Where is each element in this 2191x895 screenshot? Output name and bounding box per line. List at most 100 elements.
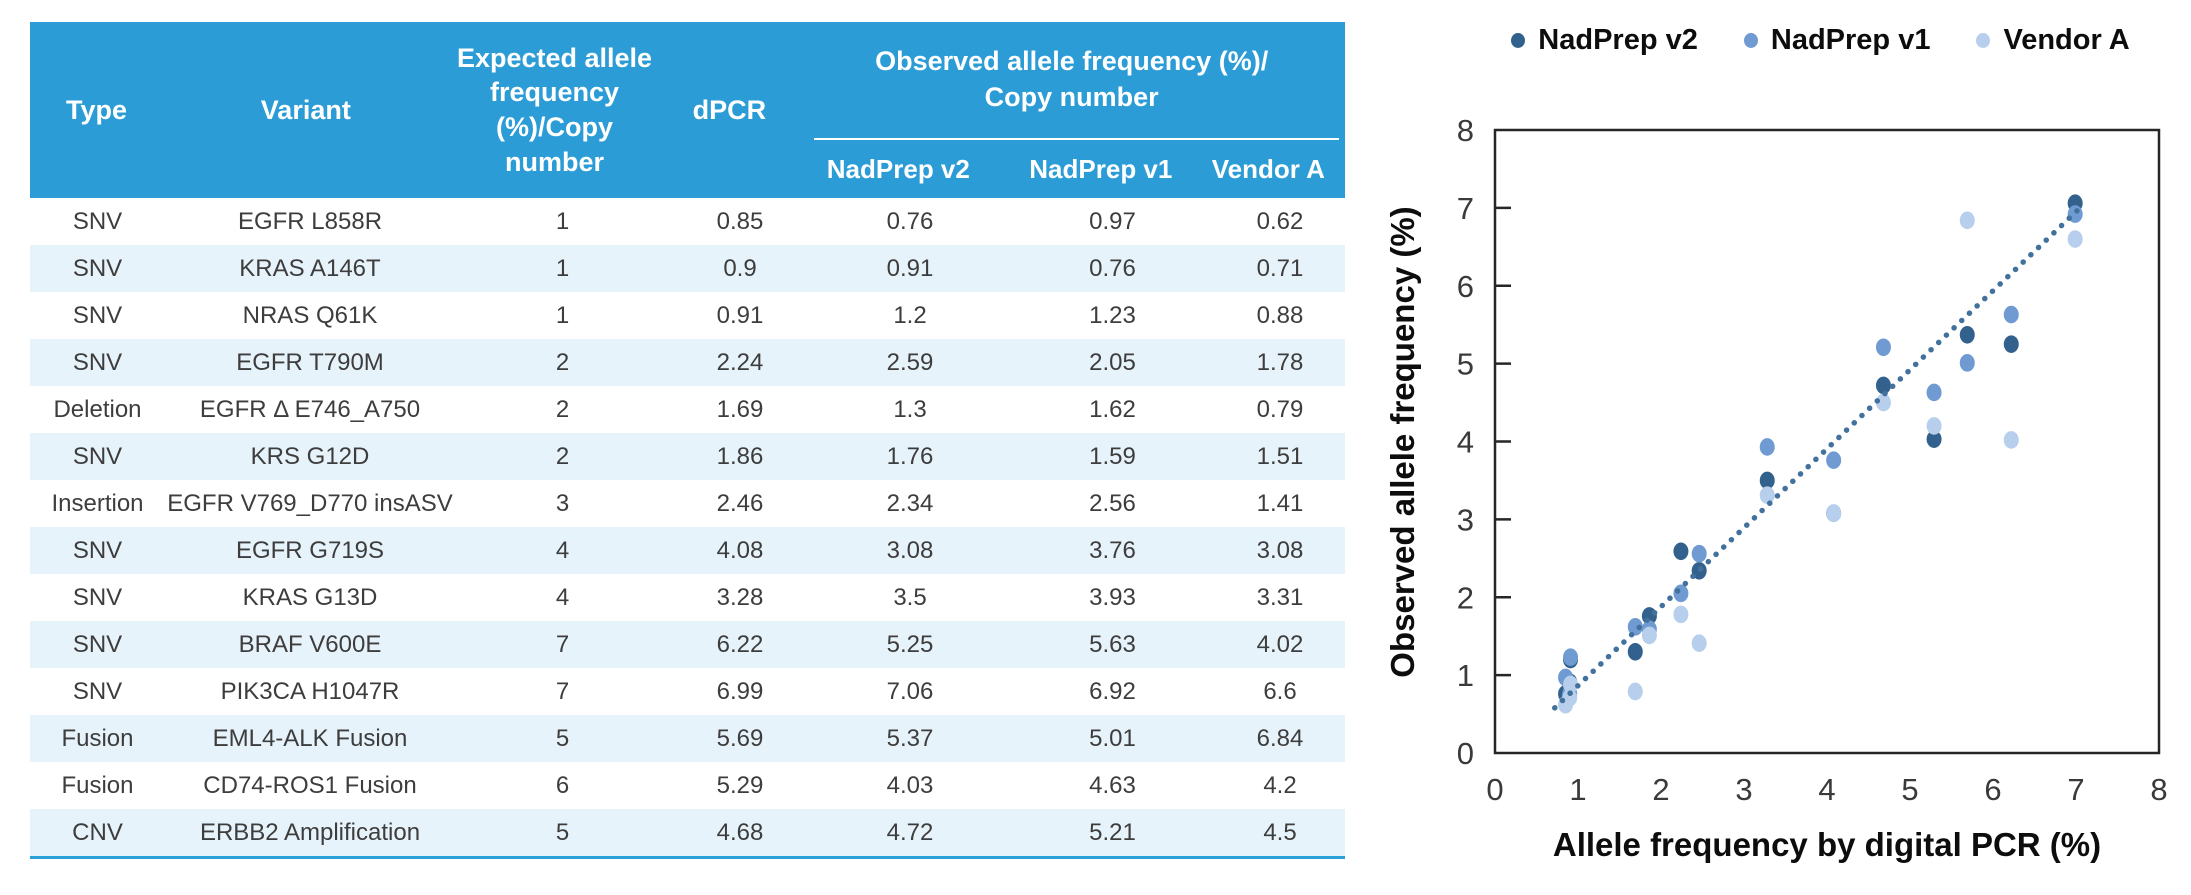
cell-dpcr: 3.28 <box>716 583 764 611</box>
header-nadprep-v1: NadPrep v1 <box>1029 153 1173 184</box>
table-row: SNV NRAS Q61K 1 0.91 1.2 1.23 0.88 <box>30 292 1345 339</box>
cell-nadprep_v2: 2.34 <box>886 489 934 517</box>
observed-group-divider <box>814 138 1340 140</box>
table-row: SNV KRAS G13D 4 3.28 3.5 3.93 3.31 <box>30 574 1345 621</box>
cell-variant: BRAF V600E <box>238 630 382 658</box>
table-body: SNV EGFR L858R 1 0.85 0.76 0.97 0.62 SNV KRAS A1… <box>30 198 1345 859</box>
cell-expected: 7 <box>555 677 570 705</box>
cell-variant: KRAS G13D <box>242 583 378 611</box>
cell-nadprep_v1: 5.01 <box>1089 724 1136 752</box>
table-header: Type Variant Expected allele frequency (… <box>30 22 1345 198</box>
cell-expected: 5 <box>555 818 570 846</box>
scatter-point-nadprep-v1 <box>2003 305 2019 324</box>
legend-item-nadprep-v2: NadPrep v2 <box>1511 24 1698 57</box>
cell-nadprep_v1: 4.63 <box>1089 771 1136 799</box>
header-nadprep-v2: NadPrep v2 <box>826 153 970 184</box>
cell-nadprep_v2: 4.72 <box>886 818 934 846</box>
cell-type: CNV <box>72 818 123 846</box>
cell-dpcr: 1.69 <box>716 395 764 423</box>
cell-dpcr: 0.9 <box>723 254 757 282</box>
scatter-point-vendor-a <box>1627 682 1643 701</box>
table-row: SNV KRS G12D 2 1.86 1.76 1.59 1.51 <box>30 433 1345 480</box>
cell-nadprep_v1: 3.93 <box>1089 583 1136 611</box>
cell-type: SNV <box>72 301 123 329</box>
cell-dpcr: 2.46 <box>716 489 764 517</box>
plot-border <box>1493 128 2161 755</box>
cell-nadprep_v1: 0.76 <box>1089 254 1136 282</box>
scatter-point-nadprep-v2 <box>1673 542 1689 561</box>
y-tick-label: 2 <box>1457 580 1474 615</box>
y-tick-label: 5 <box>1457 347 1474 382</box>
cell-vendor_a: 4.5 <box>1263 818 1297 846</box>
scatter-point-nadprep-v1 <box>1959 354 1975 372</box>
cell-dpcr: 6.99 <box>716 677 764 705</box>
cell-variant: CD74-ROS1 Fusion <box>203 771 417 799</box>
scatter-point-nadprep-v2 <box>1959 326 1975 344</box>
cell-variant: EGFR L858R <box>237 207 383 235</box>
table-row: SNV EGFR G719S 4 4.08 3.08 3.76 3.08 <box>30 527 1345 574</box>
table-row: CNV ERBB2 Amplification 5 4.68 4.72 5.21 4.5 <box>30 809 1345 856</box>
scatter-point-nadprep-v2 <box>1627 642 1643 661</box>
cell-dpcr: 5.29 <box>716 771 764 799</box>
y-tick-label: 6 <box>1457 269 1474 304</box>
cell-variant: EML4-ALK Fusion <box>212 724 408 752</box>
cell-dpcr: 0.91 <box>716 301 764 329</box>
scatter-point-vendor-a <box>1759 486 1775 505</box>
cell-expected: 4 <box>555 536 570 564</box>
cell-nadprep_v2: 7.06 <box>886 677 934 705</box>
scatter-point-vendor-a <box>1641 626 1657 645</box>
cell-expected: 4 <box>555 583 570 611</box>
header-observed-line2: Copy number <box>984 82 1159 112</box>
table-row: Deletion EGFR Δ E746_A750 2 1.69 1.3 1.62 0.79 <box>30 386 1345 433</box>
table-row: SNV KRAS A146T 1 0.9 0.91 0.76 0.71 <box>30 245 1345 292</box>
cell-variant: EGFR G719S <box>235 536 385 564</box>
x-tick-label: 1 <box>1569 772 1586 807</box>
cell-type: Insertion <box>51 489 144 517</box>
cell-nadprep_v2: 5.37 <box>886 724 934 752</box>
cell-variant: EGFR V769_D770 insASV <box>167 489 453 517</box>
scatter-point-vendor-a <box>1826 504 1842 522</box>
cell-vendor_a: 1.51 <box>1256 442 1304 470</box>
x-tick-label: 3 <box>1735 772 1752 807</box>
cell-type: SNV <box>72 254 123 282</box>
cell-nadprep_v2: 5.25 <box>886 630 934 658</box>
cell-dpcr: 4.68 <box>716 818 764 846</box>
cell-vendor_a: 6.84 <box>1256 724 1304 752</box>
cell-dpcr: 0.85 <box>716 207 764 235</box>
cell-nadprep_v1: 6.92 <box>1089 677 1136 705</box>
cell-type: SNV <box>72 348 123 376</box>
scatter-point-nadprep-v2 <box>1875 376 1891 395</box>
scatter-point-nadprep-v1 <box>1759 438 1775 456</box>
cell-nadprep_v1: 1.62 <box>1089 395 1136 423</box>
cell-expected: 7 <box>555 630 570 658</box>
scatter-point-vendor-a <box>1673 605 1689 624</box>
scatter-point-vendor-a <box>1563 675 1579 694</box>
legend-item-vendor-a: Vendor A <box>1976 24 2130 57</box>
cell-type: SNV <box>72 207 123 235</box>
header-observed-title: Observed allele frequency (%)/ Copy numb… <box>798 22 1345 136</box>
cell-variant: ERBB2 Amplification <box>199 818 421 846</box>
cell-vendor_a: 0.71 <box>1256 254 1304 282</box>
trendline <box>1552 207 2081 711</box>
cell-nadprep_v1: 3.76 <box>1089 536 1136 564</box>
cell-vendor_a: 6.6 <box>1263 677 1297 705</box>
scatter-point-nadprep-v2 <box>1926 430 1942 448</box>
cell-dpcr: 6.22 <box>716 630 764 658</box>
cell-expected: 1 <box>555 254 570 282</box>
scatter-point-vendor-a <box>1959 211 1975 230</box>
legend-dot-nadprep-v1-icon <box>1743 33 1758 48</box>
cell-vendor_a: 4.02 <box>1256 630 1304 658</box>
cell-nadprep_v2: 1.76 <box>886 442 934 470</box>
cell-expected: 2 <box>555 395 570 423</box>
chart-legend: NadPrep v2 NadPrep v1 Vendor A <box>1450 24 2191 57</box>
cell-nadprep_v1: 0.97 <box>1089 207 1136 235</box>
cell-nadprep_v1: 1.23 <box>1089 301 1136 329</box>
cell-variant: EGFR Δ E746_A750 <box>199 395 421 423</box>
table-row: Fusion CD74-ROS1 Fusion 6 5.29 4.03 4.63 4.2 <box>30 762 1345 809</box>
cell-variant: PIK3CA H1047R <box>220 677 400 705</box>
cell-nadprep_v1: 5.21 <box>1089 818 1136 846</box>
scatter-point-nadprep-v1 <box>1926 383 1942 402</box>
scatter-point-nadprep-v1 <box>1563 648 1579 667</box>
cell-expected: 2 <box>555 442 570 470</box>
cell-nadprep_v1: 5.63 <box>1089 630 1136 658</box>
